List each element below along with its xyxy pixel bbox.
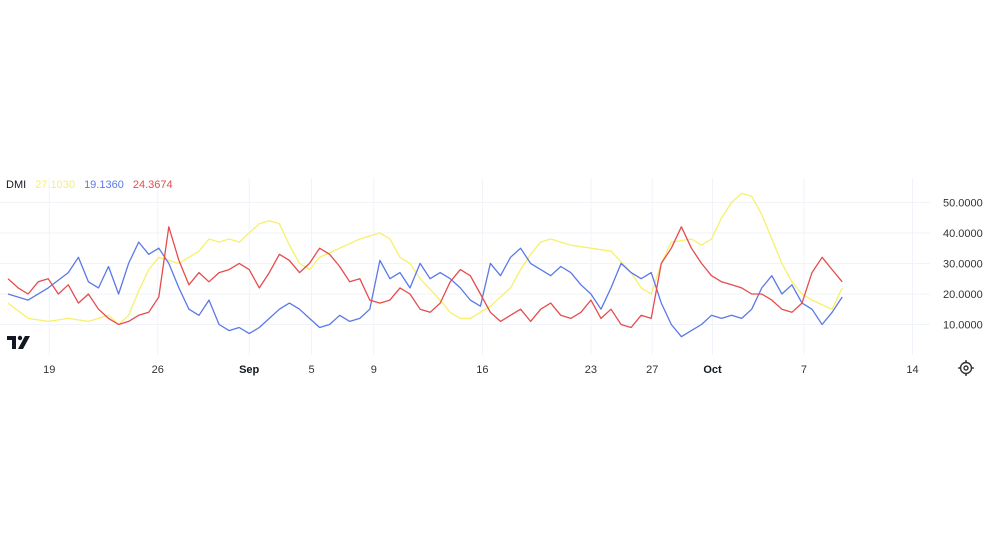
x-tick-label: 23: [585, 364, 597, 376]
x-tick-label: 7: [801, 364, 807, 376]
x-tick-label: 27: [646, 364, 658, 376]
legend-minus-di-value: 24.3674: [132, 179, 173, 191]
y-tick-label: 20.0000: [943, 289, 983, 301]
tradingview-logo-icon: [7, 335, 30, 349]
x-tick-label: 26: [152, 364, 164, 376]
x-tick-label: 14: [906, 364, 918, 376]
legend-adx-value: 27.1030: [35, 179, 75, 191]
y-tick-label: 10.0000: [943, 319, 983, 331]
series-line-plus_di: [7, 241, 843, 338]
grid: [0, 178, 930, 355]
y-tick-label: 50.0000: [943, 197, 983, 209]
x-tick-label: 19: [43, 364, 55, 376]
x-axis: 19 26 Sep 5 9 16 23 27 Oct 7 14: [43, 364, 919, 376]
y-tick-label: 30.0000: [943, 258, 983, 270]
legend: DMI 27.1030 19.1360 24.3674: [6, 179, 179, 191]
x-tick-label: Sep: [239, 364, 259, 376]
x-tick-label: 5: [308, 364, 314, 376]
legend-indicator-name: DMI: [6, 179, 27, 191]
x-tick-label: 16: [476, 364, 488, 376]
series-line-minus_di: [7, 226, 843, 329]
legend-plus-di-value: 19.1360: [84, 179, 124, 191]
y-tick-label: 40.0000: [943, 228, 983, 240]
x-tick-label: Oct: [703, 364, 722, 376]
gear-icon[interactable]: [958, 360, 974, 376]
series-lines: [7, 192, 843, 338]
series-line-adx: [7, 192, 843, 326]
y-axis: 10.0000 20.0000 30.0000 40.0000 50.0000: [943, 197, 983, 331]
x-tick-label: 9: [371, 364, 377, 376]
